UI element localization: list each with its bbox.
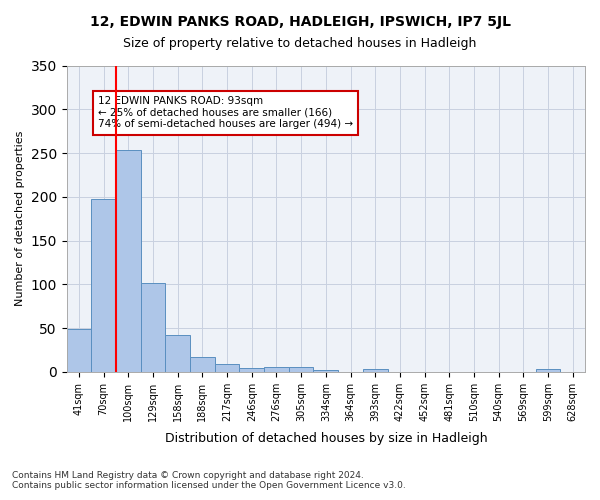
Bar <box>313 370 338 372</box>
Y-axis label: Number of detached properties: Number of detached properties <box>15 131 25 306</box>
Bar <box>215 364 239 372</box>
Bar <box>239 368 264 372</box>
Bar <box>363 369 388 372</box>
Bar <box>190 357 215 372</box>
Text: Contains HM Land Registry data © Crown copyright and database right 2024.
Contai: Contains HM Land Registry data © Crown c… <box>12 470 406 490</box>
Bar <box>536 369 560 372</box>
Text: 12 EDWIN PANKS ROAD: 93sqm
← 25% of detached houses are smaller (166)
74% of sem: 12 EDWIN PANKS ROAD: 93sqm ← 25% of deta… <box>98 96 353 130</box>
Bar <box>141 284 166 372</box>
Bar <box>67 329 91 372</box>
Bar <box>91 200 116 372</box>
Bar <box>264 368 289 372</box>
X-axis label: Distribution of detached houses by size in Hadleigh: Distribution of detached houses by size … <box>164 432 487 445</box>
Text: Size of property relative to detached houses in Hadleigh: Size of property relative to detached ho… <box>124 38 476 51</box>
Bar <box>166 335 190 372</box>
Text: 12, EDWIN PANKS ROAD, HADLEIGH, IPSWICH, IP7 5JL: 12, EDWIN PANKS ROAD, HADLEIGH, IPSWICH,… <box>89 15 511 29</box>
Bar <box>289 368 313 372</box>
Bar <box>116 150 141 372</box>
